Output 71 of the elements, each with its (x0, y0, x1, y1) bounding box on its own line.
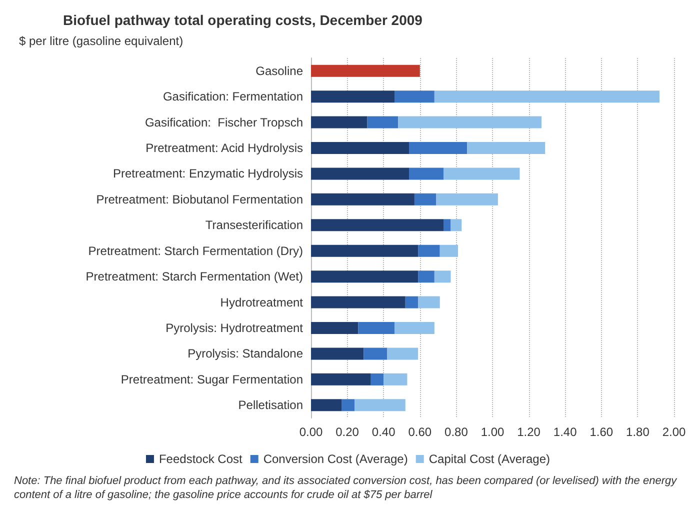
bar (409, 142, 468, 154)
bar (367, 116, 398, 128)
bar (443, 168, 520, 180)
y-tick-label: Pyrolysis: Hydrotreatment (166, 321, 304, 335)
bar (394, 322, 434, 334)
bar (434, 90, 660, 103)
legend-label: Capital Cost (Average) (428, 452, 550, 466)
bar (358, 322, 394, 334)
bar (342, 399, 355, 412)
x-tick-label: 1.60 (590, 425, 614, 439)
y-tick-label: Pretreatment: Sugar Fermentation (120, 372, 303, 386)
legend-label: Feedstock Cost (158, 452, 244, 466)
bar (311, 322, 358, 334)
x-tick-label: 0.60 (408, 425, 432, 439)
y-tick-label: Hydrotreatment (220, 295, 304, 310)
bar (443, 219, 451, 232)
bar (311, 142, 410, 154)
bar (434, 270, 451, 283)
bar (394, 90, 434, 103)
bar (311, 168, 410, 180)
y-tick-label: Pretreatment: Starch Fermentation (Dry) (88, 244, 304, 258)
bar (440, 244, 458, 257)
bar (370, 373, 384, 386)
x-tick-label: 1.80 (626, 425, 650, 439)
x-tick-label: 1.20 (517, 425, 541, 439)
bar (418, 244, 440, 257)
x-tick-label: 0.80 (444, 425, 468, 439)
y-tick-label: Gasification: Fermentation (162, 90, 303, 104)
bar (405, 296, 418, 308)
y-tick-label: Pretreatment: Enzymatic Hydrolysis (112, 166, 303, 181)
bar (450, 219, 462, 232)
bar (364, 348, 388, 360)
bar (409, 168, 444, 180)
x-tick-label: 0.00 (299, 425, 323, 439)
x-tick-label: 1.00 (480, 425, 504, 439)
bar (398, 116, 542, 128)
x-tick-label: 0.40 (372, 425, 396, 439)
bar (354, 399, 406, 412)
x-tick-label: 1.40 (553, 425, 578, 439)
y-tick-label: Pretreatment: Acid Hydrolysis (146, 141, 303, 155)
bar (311, 90, 394, 103)
bar (387, 348, 418, 360)
x-tick-label: 2.00 (662, 425, 686, 439)
bar (311, 270, 418, 283)
bar (418, 270, 434, 283)
bar (311, 399, 342, 412)
bar (311, 373, 371, 386)
text: Note: The final biofuel product from each pathway, and its associated conversion cost, has been compared (or levelised) with the energy content of a litre of gasoline; the gasoline price accounts for crude oil at $75 per barrel (14, 474, 678, 502)
bar (311, 219, 444, 232)
x-tick-label: 0.20 (336, 425, 360, 439)
y-tick-label: Pyrolysis: Standalone (188, 346, 304, 361)
bar (436, 193, 498, 206)
bar (311, 244, 418, 257)
y-tick-label: Gasoline (256, 64, 304, 78)
y-tick-label: Gasification: Fischer Tropsch (144, 115, 303, 130)
bar (311, 193, 414, 206)
y-tick-label: Pretreatment: Biobutanol Fermentation (96, 192, 303, 206)
bar (418, 296, 440, 308)
bar (311, 296, 406, 308)
y-tick-label: Pretreatment: Starch Fermentation (Wet) (86, 270, 303, 284)
bar (311, 116, 368, 128)
text: $ per litre (gasoline equivalent) (19, 34, 184, 48)
bar (467, 142, 546, 154)
bar (311, 64, 420, 77)
bar (384, 373, 408, 386)
bar (414, 193, 436, 206)
chart-title: Biofuel pathway total operating costs, December 2009 (63, 12, 423, 28)
legend-label: Conversion Cost (Average) (263, 452, 408, 466)
y-tick-label: Transesterification (205, 218, 303, 232)
bar (311, 348, 364, 360)
y-tick-label: Pelletisation (238, 398, 303, 412)
